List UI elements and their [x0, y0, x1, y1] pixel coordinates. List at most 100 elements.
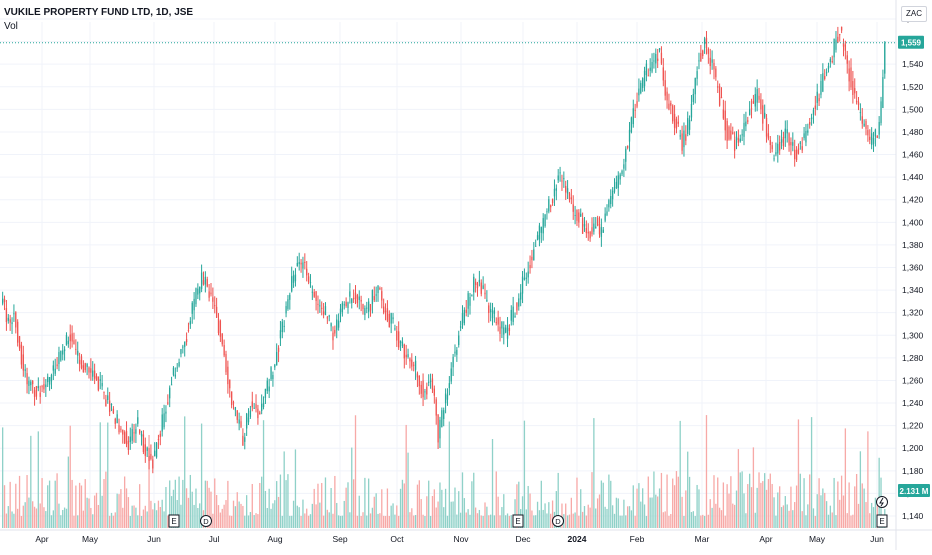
volume-bar [825, 501, 828, 528]
candle-body [478, 279, 481, 283]
candle-body [159, 433, 161, 438]
volume-bar [816, 494, 818, 528]
volume-bar [41, 478, 43, 528]
volume-bar [206, 480, 208, 528]
volume-bar [752, 447, 755, 528]
candle-body [422, 380, 424, 398]
candle-body [50, 374, 53, 382]
earnings-marker[interactable] [876, 514, 888, 528]
volume-bar [285, 480, 287, 528]
currency-button[interactable]: ZAC [901, 6, 927, 22]
candle-body [383, 306, 385, 313]
volume-bar [354, 415, 357, 528]
volume-bar [11, 511, 13, 528]
volume-bar [184, 416, 186, 528]
candle-body [576, 209, 578, 221]
volume-bar [869, 513, 871, 528]
split-marker[interactable] [876, 496, 888, 508]
volume-bar [26, 475, 28, 528]
candle-body [857, 101, 860, 105]
candle-body [880, 101, 882, 123]
y-tick-label: 1,380 [902, 240, 924, 250]
candle-body [140, 433, 143, 437]
candle-body [869, 136, 871, 141]
x-tick-label: Aug [267, 534, 282, 544]
earnings-marker[interactable] [168, 514, 180, 528]
volume-bar [337, 515, 340, 528]
candle-body [476, 283, 479, 289]
volume-bar [409, 512, 411, 528]
volume-bar [690, 512, 693, 528]
candle-body [563, 178, 565, 180]
candle-body [664, 80, 666, 96]
candle-body [9, 319, 11, 323]
candle-body [867, 130, 869, 136]
candle-body [253, 407, 255, 409]
volume-bar [861, 483, 863, 528]
volume-bar [223, 504, 225, 528]
earnings-marker[interactable] [512, 514, 524, 528]
volume-bar [82, 510, 85, 528]
candle-body [486, 299, 488, 302]
candle-body [386, 308, 389, 321]
volume-bar [167, 515, 169, 528]
dividend-marker[interactable] [200, 515, 212, 527]
volume-bar [35, 508, 38, 528]
candle-body [441, 410, 443, 428]
candle-body [655, 53, 657, 64]
volume-bar [878, 457, 880, 528]
volume-bar [688, 476, 691, 528]
y-tick-label: 1,340 [902, 285, 924, 295]
candle-body [535, 245, 537, 247]
volume-bar [161, 499, 163, 528]
dividend-marker[interactable] [552, 515, 564, 527]
volume-bar [681, 496, 683, 528]
candle-body [435, 399, 437, 416]
volume-bar [855, 473, 858, 528]
volume-bar [508, 515, 511, 528]
candle-body [77, 350, 79, 356]
candle-body [133, 432, 135, 434]
volume-bar [488, 515, 490, 528]
volume-bar [805, 515, 807, 528]
volume-bar [636, 488, 638, 528]
candle-body [48, 377, 51, 385]
volume-bar [566, 515, 569, 528]
volume-bar [807, 504, 809, 528]
volume-bar [170, 496, 173, 528]
candle-body [728, 126, 730, 140]
volume-bar [3, 485, 6, 528]
volume-bar [180, 504, 182, 528]
volume-bar [182, 479, 184, 528]
candle-body [287, 299, 289, 309]
volume-bar [452, 501, 454, 528]
candle-body [215, 306, 218, 318]
candle-body [555, 188, 557, 191]
volume-bar [685, 490, 687, 528]
volume-bar [396, 505, 398, 528]
volume-bar [37, 431, 39, 528]
candle-body [43, 384, 45, 390]
volume-bar [812, 508, 815, 528]
candle-body [221, 333, 223, 345]
candle-body [345, 301, 347, 307]
candle-body [810, 117, 813, 120]
candle-body [358, 296, 360, 300]
candle-body [170, 384, 173, 386]
volume-bar [585, 515, 588, 528]
volume-bar [649, 497, 651, 528]
y-tick-label: 1,180 [902, 466, 924, 476]
volume-bar [101, 495, 103, 528]
candle-body [371, 290, 374, 305]
volume-bar [516, 484, 518, 528]
candle-body [557, 175, 559, 181]
volume-bar [476, 513, 479, 528]
candle-body [307, 276, 310, 283]
candle-body [602, 229, 604, 233]
candle-body [593, 223, 595, 232]
candle-body [807, 130, 809, 133]
candle-body [878, 122, 880, 135]
volume-bar [47, 485, 49, 528]
candle-body [285, 306, 287, 314]
